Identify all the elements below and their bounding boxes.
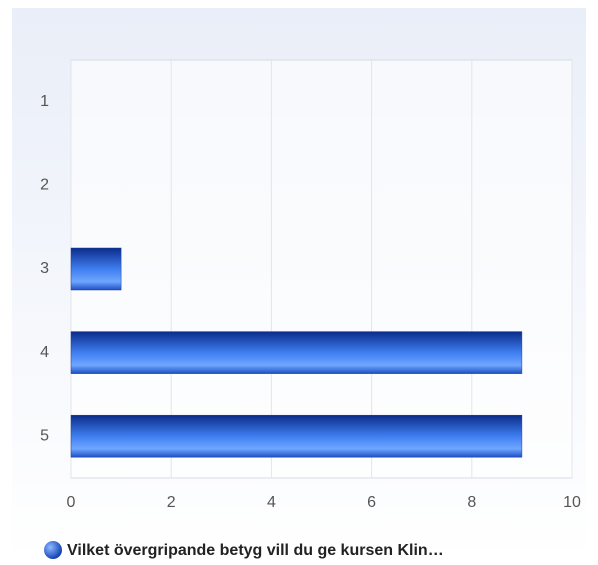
x-tick-label: 2 (167, 494, 176, 511)
bar (70, 331, 523, 374)
legend-label: Vilket övergripande betyg vill du ge kur… (67, 542, 444, 559)
bar (70, 414, 523, 458)
y-tick-label: 3 (40, 260, 49, 277)
x-tick-label: 10 (563, 494, 581, 511)
x-tick-label: 8 (467, 494, 476, 511)
bar (70, 247, 122, 291)
x-tick-label: 6 (367, 494, 376, 511)
plot-area (70, 59, 573, 479)
y-tick-label: 1 (40, 93, 49, 110)
y-tick-label: 2 (40, 177, 49, 194)
x-tick-label: 0 (67, 494, 76, 511)
legend-marker (44, 541, 62, 559)
y-tick-label: 4 (40, 344, 49, 361)
x-tick-label: 4 (267, 494, 276, 511)
y-tick-label: 5 (40, 427, 49, 444)
